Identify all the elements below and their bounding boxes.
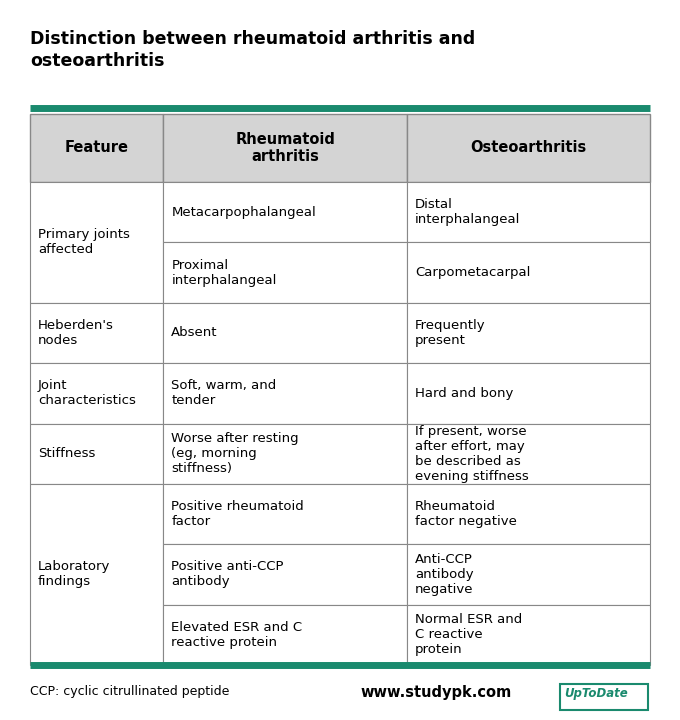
Bar	[407, 484, 650, 544]
Text: Distinction between rheumatoid arthritis and: Distinction between rheumatoid arthritis…	[30, 30, 475, 48]
Text: UpToDate: UpToDate	[564, 687, 628, 700]
Text: Elevated ESR and C
reactive protein: Elevated ESR and C reactive protein	[171, 621, 303, 649]
Text: Joint
characteristics: Joint characteristics	[38, 379, 136, 408]
Text: Feature: Feature	[65, 140, 129, 156]
Text: Metacarpophalangeal: Metacarpophalangeal	[171, 206, 316, 219]
Bar	[163, 544, 407, 605]
Text: Rheumatoid
factor negative: Rheumatoid factor negative	[415, 500, 517, 528]
Bar	[163, 302, 407, 363]
Bar	[407, 544, 650, 605]
Text: If present, worse
after effort, may
be described as
evening stiffness: If present, worse after effort, may be d…	[415, 425, 529, 482]
Text: Rheumatoid
arthritis: Rheumatoid arthritis	[235, 132, 335, 164]
Text: Frequently
present: Frequently present	[415, 319, 486, 347]
Text: Positive anti-CCP
antibody: Positive anti-CCP antibody	[171, 560, 284, 588]
Text: Normal ESR and
C reactive
protein: Normal ESR and C reactive protein	[415, 613, 522, 657]
Text: Absent: Absent	[171, 326, 218, 339]
Text: Primary joints
affected: Primary joints affected	[38, 228, 130, 256]
Bar	[30, 484, 163, 665]
Bar	[163, 363, 407, 423]
Bar	[163, 605, 407, 665]
Text: Laboratory
findings: Laboratory findings	[38, 560, 110, 588]
Bar	[407, 363, 650, 423]
Bar	[30, 114, 163, 182]
Text: CCP: cyclic citrullinated peptide: CCP: cyclic citrullinated peptide	[30, 685, 229, 698]
Text: Distal
interphalangeal: Distal interphalangeal	[415, 198, 520, 226]
Bar	[407, 243, 650, 302]
Text: Hard and bony: Hard and bony	[415, 387, 513, 400]
Text: Proximal
interphalangeal: Proximal interphalangeal	[171, 258, 277, 287]
Text: Anti-CCP
antibody
negative: Anti-CCP antibody negative	[415, 553, 473, 596]
Bar	[163, 182, 407, 243]
Text: Stiffness: Stiffness	[38, 447, 95, 460]
Bar	[30, 363, 163, 423]
Text: Soft, warm, and
tender: Soft, warm, and tender	[171, 379, 277, 408]
Text: osteoarthritis: osteoarthritis	[30, 52, 165, 70]
Bar	[30, 182, 163, 302]
Bar	[163, 114, 407, 182]
Bar	[30, 423, 163, 484]
Bar	[163, 423, 407, 484]
Bar	[407, 605, 650, 665]
Bar	[407, 114, 650, 182]
Bar	[163, 484, 407, 544]
Bar	[407, 182, 650, 243]
Text: Positive rheumatoid
factor: Positive rheumatoid factor	[171, 500, 304, 528]
Bar	[407, 302, 650, 363]
Bar	[30, 302, 163, 363]
Text: Osteoarthritis: Osteoarthritis	[471, 140, 587, 156]
Bar	[163, 243, 407, 302]
Text: Heberden's
nodes: Heberden's nodes	[38, 319, 114, 347]
Text: Carpometacarpal: Carpometacarpal	[415, 266, 530, 279]
Bar	[407, 423, 650, 484]
Text: www.studypk.com: www.studypk.com	[360, 685, 511, 700]
Text: Worse after resting
(eg, morning
stiffness): Worse after resting (eg, morning stiffne…	[171, 432, 299, 475]
